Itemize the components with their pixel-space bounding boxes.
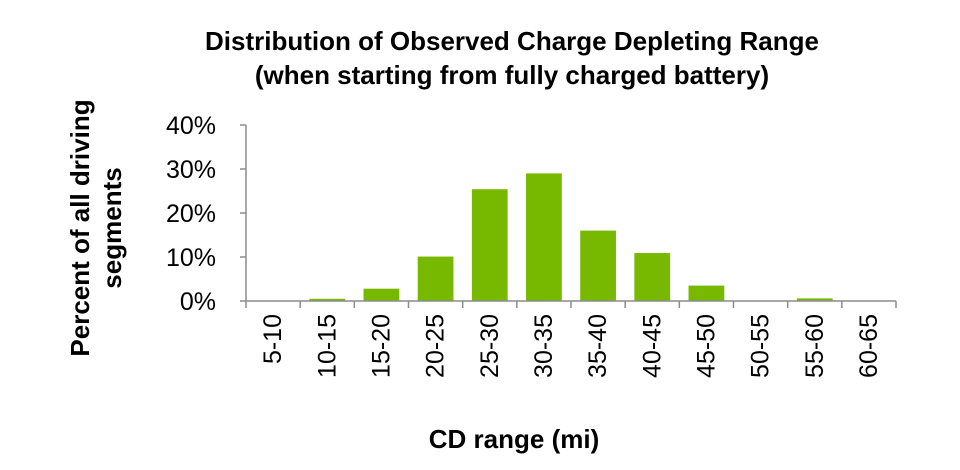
y-tick-label: 40%: [166, 112, 216, 140]
y-axis-title-line-2: segments: [97, 167, 127, 288]
x-tick-label: 30-35: [530, 314, 558, 378]
x-tick-label: 60-65: [855, 314, 883, 378]
bar: [363, 288, 400, 301]
bar: [417, 256, 454, 301]
bars: [309, 173, 833, 301]
bar: [309, 298, 346, 301]
x-tick-label: 5-10: [259, 314, 287, 364]
bar: [580, 230, 616, 301]
y-tick-label: 0%: [180, 288, 216, 316]
x-tick-label: 10-15: [313, 314, 341, 378]
y-tick-label: 10%: [166, 244, 216, 272]
y-axis-ticks: 0% 10% 20% 30% 40%: [166, 112, 216, 316]
chart-title: Distribution of Observed Charge Depletin…: [205, 26, 819, 56]
bar: [526, 173, 562, 301]
x-tick-label: 35-40: [584, 314, 612, 378]
y-axis-title: Percent of all driving segments: [65, 99, 127, 356]
axes: [240, 124, 897, 308]
x-tick-label: 55-60: [801, 314, 829, 378]
bar: [688, 285, 725, 301]
x-tick-label: 40-45: [638, 314, 666, 378]
y-tick-label: 20%: [166, 200, 216, 228]
x-tick-label: 50-55: [747, 314, 775, 378]
x-tick-label: 15-20: [367, 314, 395, 378]
bar: [796, 298, 833, 301]
bar: [471, 189, 508, 301]
x-axis-ticks: 5-10 10-15 15-20 20-25 25-30 30-35 35-40 40-45 4…: [259, 314, 883, 378]
bar: [634, 253, 671, 301]
x-tick-label: 45-50: [692, 314, 720, 378]
x-axis-title: CD range (mi): [429, 424, 599, 454]
y-tick-label: 30%: [166, 156, 216, 184]
x-tick-label: 20-25: [422, 314, 450, 378]
chart-subtitle: (when starting from fully charged batter…: [255, 60, 769, 90]
x-tick-label: 25-30: [476, 314, 504, 378]
y-axis-title-line-1: Percent of all driving: [65, 99, 95, 356]
